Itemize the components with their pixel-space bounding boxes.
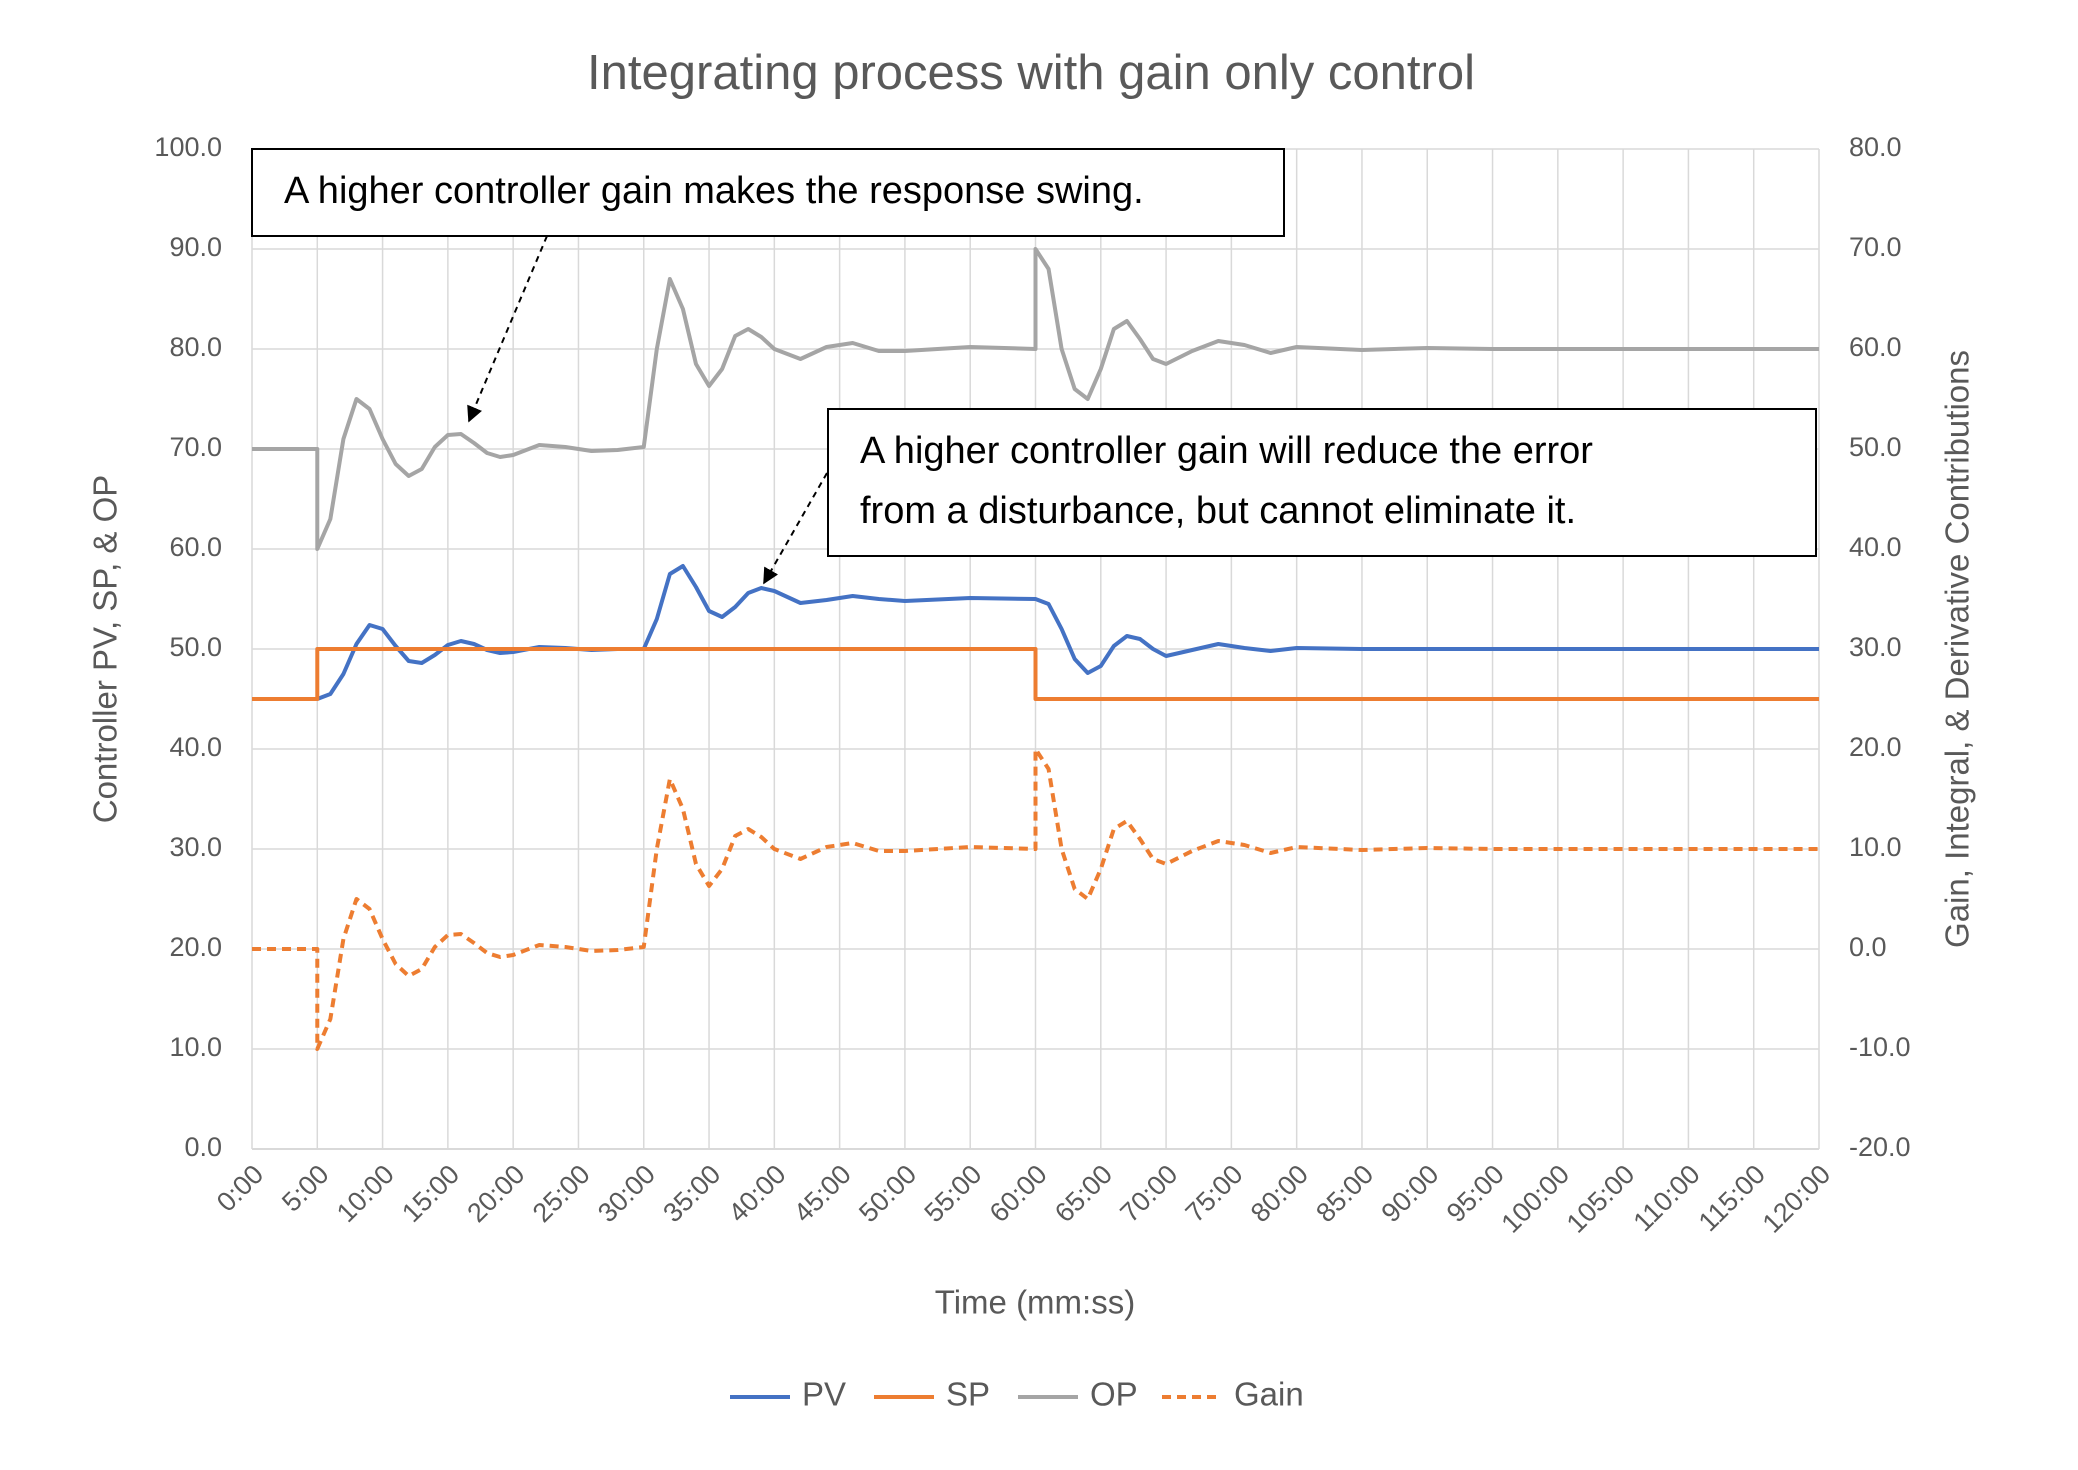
- y2-tick-label: 70.0: [1849, 232, 1902, 262]
- y-tick-label: 60.0: [169, 532, 222, 562]
- y2-tick-label: 30.0: [1849, 632, 1902, 662]
- y-tick-label: 100.0: [154, 132, 222, 162]
- y-tick-label: 20.0: [169, 932, 222, 962]
- y-axis-title: Controller PV, SP, & OP: [87, 475, 124, 824]
- y-tick-label: 90.0: [169, 232, 222, 262]
- annotation-box: [827, 408, 1817, 557]
- y-tick-label: 40.0: [169, 732, 222, 762]
- y-tick-label: 0.0: [184, 1132, 222, 1162]
- legend-label: OP: [1090, 1376, 1138, 1413]
- y2-tick-label: 80.0: [1849, 132, 1902, 162]
- series-line: [252, 564, 1819, 701]
- x-axis-title: Time (mm:ss): [935, 1284, 1135, 1321]
- legend-label: Gain: [1234, 1376, 1304, 1413]
- series-line: [252, 647, 1819, 701]
- annotation-box: [251, 148, 1285, 237]
- y2-tick-label: 0.0: [1849, 932, 1887, 962]
- y-tick-label: 30.0: [169, 832, 222, 862]
- y2-tick-label: 40.0: [1849, 532, 1902, 562]
- y-tick-label: 70.0: [169, 432, 222, 462]
- y2-tick-label: 20.0: [1849, 732, 1902, 762]
- series-line: [252, 747, 1819, 1051]
- y2-tick-label: 60.0: [1849, 332, 1902, 362]
- series-line: [252, 247, 1819, 551]
- y-tick-label: 50.0: [169, 632, 222, 662]
- y-tick-label: 80.0: [169, 332, 222, 362]
- y2-axis-title: Gain, Integral, & Derivative Contributio…: [1939, 350, 1976, 948]
- annotation-text: A higher controller gain will reduce the…: [860, 430, 1593, 472]
- chart-title: Integrating process with gain only contr…: [587, 46, 1475, 100]
- annotation-text: from a disturbance, but cannot eliminate…: [860, 490, 1576, 532]
- legend-label: SP: [946, 1376, 990, 1413]
- y-tick-label: 10.0: [169, 1032, 222, 1062]
- legend-label: PV: [802, 1376, 846, 1413]
- y2-tick-label: 10.0: [1849, 832, 1902, 862]
- y2-tick-label: -10.0: [1849, 1032, 1911, 1062]
- y2-tick-label: -20.0: [1849, 1132, 1911, 1162]
- annotation-arrow: [467, 235, 548, 423]
- y2-tick-label: 50.0: [1849, 432, 1902, 462]
- annotation-text: A higher controller gain makes the respo…: [284, 170, 1144, 212]
